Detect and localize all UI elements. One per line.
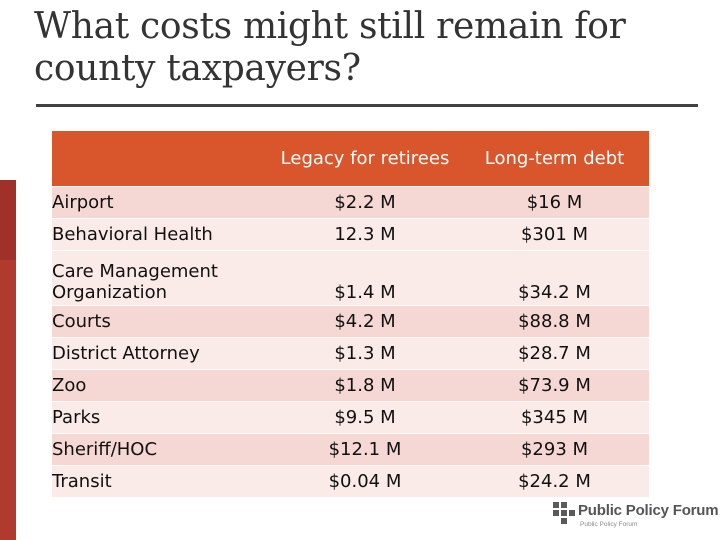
legacy-value: $2.2 M [270,186,460,219]
debt-value: $34.2 M [460,250,649,306]
legacy-value: $4.2 M [270,305,460,338]
table-row: Care Management Organization $1.4 M $34.… [52,250,649,306]
legacy-value: $0.04 M [270,465,460,497]
legacy-value: $1.4 M [270,250,460,306]
table-row: Transit $0.04 M $24.2 M [52,465,649,497]
ppf-logo-icon [553,502,575,524]
table-row: Behavioral Health 12.3 M $301 M [52,218,649,251]
legacy-value: $9.5 M [270,401,460,434]
debt-value: $28.7 M [460,337,649,370]
row-label: Courts [52,305,270,338]
accent-bar [0,180,16,540]
row-label: Transit [52,465,270,497]
debt-value: $73.9 M [460,369,649,402]
table-row: Airport $2.2 M $16 M [52,186,649,219]
legacy-value: $1.8 M [270,369,460,402]
legacy-value: $1.3 M [270,337,460,370]
table-row: District Attorney $1.3 M $28.7 M [52,337,649,370]
row-label: Behavioral Health [52,218,270,251]
accent-bar-shade [0,180,16,260]
header-legacy: Legacy for retirees [270,131,460,187]
logo-tagline: Public Policy Forum [580,521,638,528]
legacy-value: 12.3 M [270,218,460,251]
legacy-value: $12.1 M [270,433,460,466]
table-header-row: Legacy for retirees Long-term debt [52,131,649,187]
debt-value: $301 M [460,218,649,251]
table-row: Sheriff/HOC $12.1 M $293 M [52,433,649,466]
row-label: Airport [52,186,270,219]
header-corner [52,131,270,187]
table-row: Parks $9.5 M $345 M [52,401,649,434]
debt-value: $24.2 M [460,465,649,497]
row-label: District Attorney [52,337,270,370]
row-label: Sheriff/HOC [52,433,270,466]
cost-table: Legacy for retirees Long-term debt Airpo… [52,131,649,497]
title-divider [36,104,698,107]
debt-value: $293 M [460,433,649,466]
debt-value: $88.8 M [460,305,649,338]
row-label: Care Management Organization [52,250,270,306]
table-row: Courts $4.2 M $88.8 M [52,305,649,338]
debt-value: $345 M [460,401,649,434]
debt-value: $16 M [460,186,649,219]
table-row: Zoo $1.8 M $73.9 M [52,369,649,402]
row-label: Parks [52,401,270,434]
public-policy-forum-logo: Public Policy Forum Public Policy Forum [553,500,719,534]
logo-name: Public Policy Forum [578,502,719,519]
row-label: Zoo [52,369,270,402]
page-title: What costs might still remain for county… [34,6,626,89]
header-debt: Long-term debt [460,131,649,187]
